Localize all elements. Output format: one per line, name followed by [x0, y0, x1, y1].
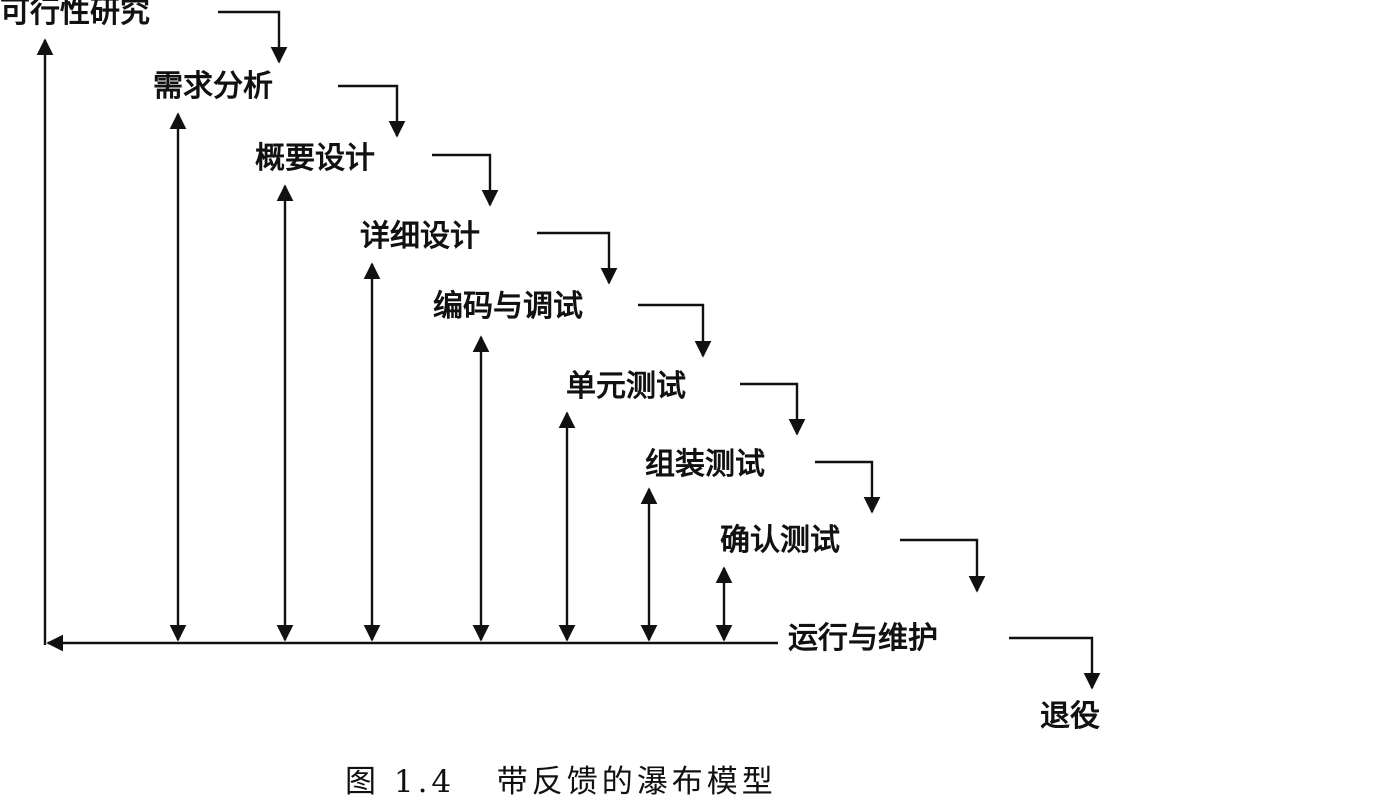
stage-detailed-design: 详细设计: [360, 219, 480, 254]
forward-arrow-7: [815, 460, 881, 514]
forward-arrow-4: [537, 231, 618, 285]
figure-caption: 图 1.4 带反馈的瀑布模型: [345, 764, 777, 800]
stage-unit-testing: 单元测试: [566, 369, 686, 404]
stage-acceptance-testing: 确认测试: [720, 523, 840, 558]
stage-feasibility-study: 可行性研究: [0, 0, 150, 30]
forward-arrow-2: [338, 84, 406, 138]
stage-operation-maintenance: 运行与维护: [788, 621, 938, 656]
forward-arrow-5: [638, 303, 712, 358]
forward-arrow-3: [432, 153, 499, 207]
stage-preliminary-design: 概要设计: [255, 141, 375, 176]
stage-retirement: 退役: [1040, 699, 1100, 734]
forward-arrow-1: [218, 10, 288, 64]
forward-arrow-9: [1009, 636, 1101, 690]
stage-requirements-analysis: 需求分析: [153, 69, 273, 104]
forward-arrow-8: [900, 538, 986, 593]
stage-coding-debugging: 编码与调试: [433, 289, 583, 324]
stage-integration-testing: 组装测试: [645, 447, 765, 482]
forward-arrow-6: [740, 382, 806, 436]
